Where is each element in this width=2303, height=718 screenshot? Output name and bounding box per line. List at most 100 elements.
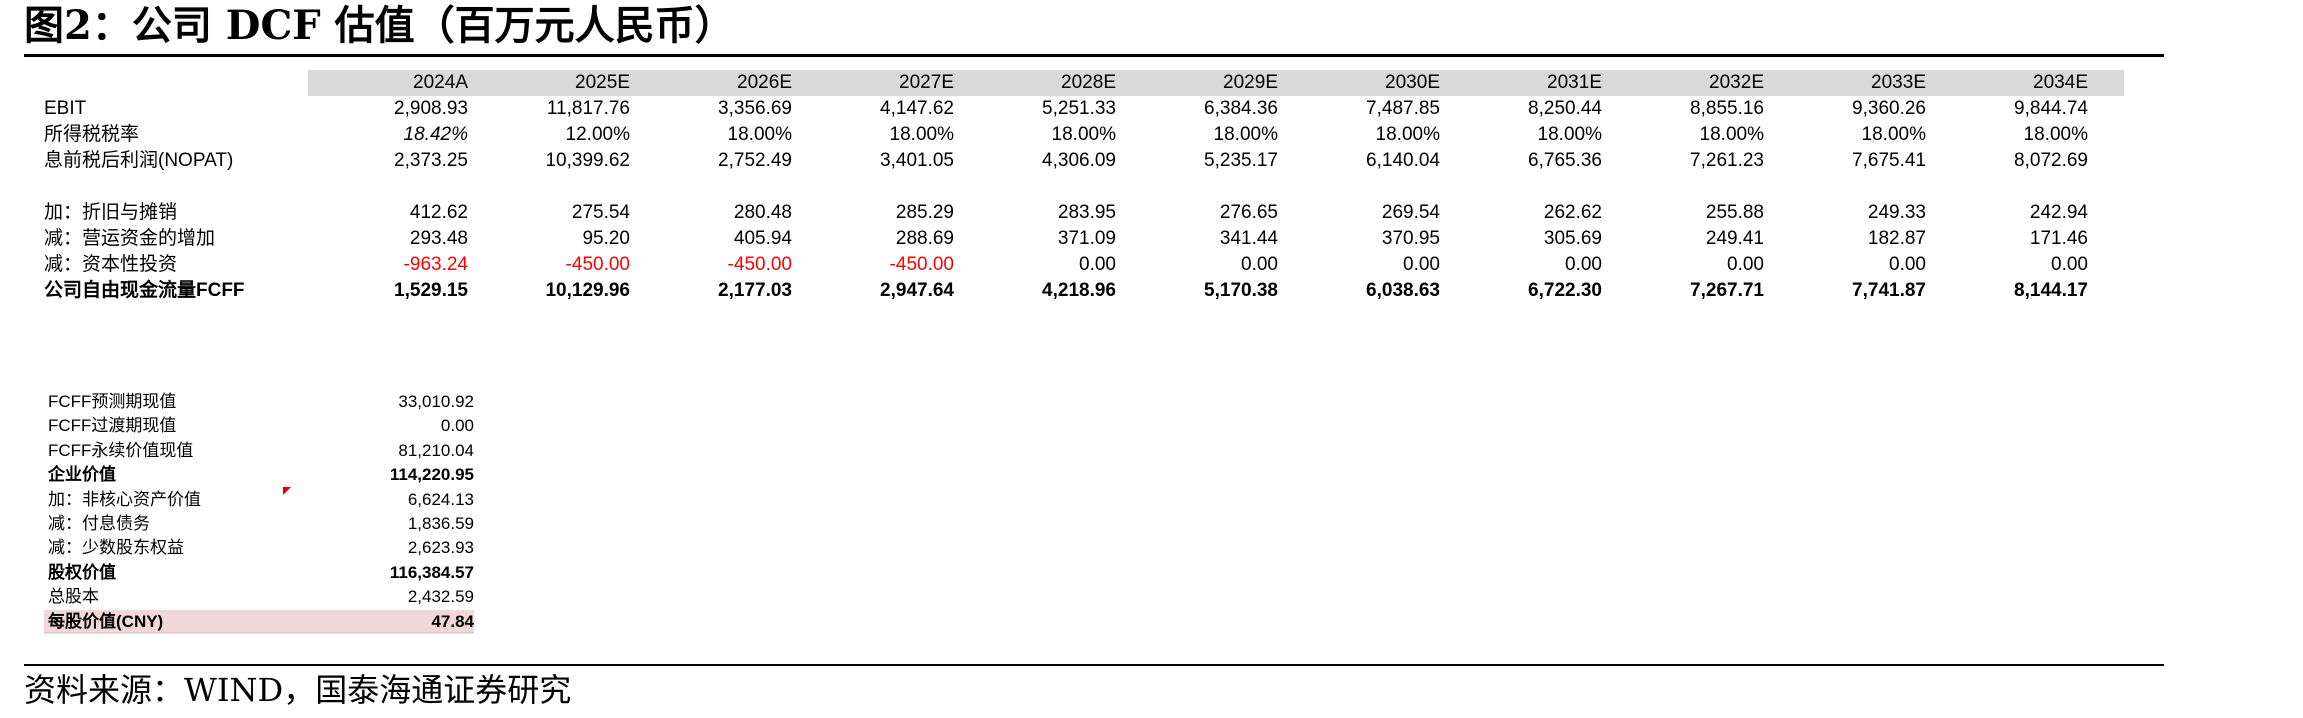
table-cell: 6,140.04: [1366, 150, 1440, 171]
table-cell: 9,360.26: [1852, 98, 1926, 119]
table-row-working-capital: 减：营运资金的增加 293.48 95.20 405.94 288.69 371…: [44, 226, 2124, 252]
table-cell: 1,529.15: [394, 280, 468, 301]
table-cell: 5,235.17: [1204, 150, 1278, 171]
top-rule: [24, 54, 2164, 57]
summary-label: 减：少数股东权益: [48, 538, 184, 558]
year-header: 2031E: [1547, 72, 1602, 93]
table-row-fcff: 公司自由现金流量FCFF 1,529.15 10,129.96 2,177.03…: [44, 278, 2124, 304]
table-cell: 6,722.30: [1528, 280, 1602, 301]
summary-value: 114,220.95: [389, 465, 474, 485]
summary-row: 减：少数股东权益 2,623.93: [44, 536, 474, 560]
row-label: 加：折旧与摊销: [44, 202, 178, 223]
table-cell: 293.48: [409, 228, 468, 249]
table-row-ebit: EBIT 2,908.93 11,817.76 3,356.69 4,147.6…: [44, 96, 2124, 122]
table-cell: 7,675.41: [1852, 150, 1926, 171]
table-cell: 18.00%: [1861, 124, 1926, 145]
table-cell: 412.62: [409, 202, 468, 223]
table-cell: 9,844.74: [2014, 98, 2088, 119]
valuation-summary: FCFF预测期现值 33,010.92 FCFF过渡期现值 0.00 FCFF永…: [44, 390, 474, 634]
summary-label: 每股价值(CNY): [48, 611, 164, 631]
table-cell: 249.33: [1867, 202, 1926, 223]
source-note: 资料来源：WIND，国泰海通证券研究: [24, 671, 572, 709]
year-header: 2034E: [2033, 72, 2088, 93]
table-cell: 0.00: [1241, 254, 1278, 275]
year-header: 2029E: [1223, 72, 1278, 93]
summary-value: 2,432.59: [407, 587, 474, 607]
table-cell: 0.00: [1889, 254, 1926, 275]
summary-row: FCFF过渡期现值 0.00: [44, 414, 474, 438]
summary-label: 减：付息债务: [48, 513, 150, 533]
year-header: 2028E: [1061, 72, 1116, 93]
table-cell: 18.42%: [403, 124, 468, 145]
summary-value: 0.00: [440, 416, 474, 436]
table-cell: 7,261.23: [1690, 150, 1764, 171]
year-header: 2025E: [575, 72, 630, 93]
summary-value: 6,624.13: [407, 489, 474, 509]
table-cell: 8,144.17: [2014, 280, 2088, 301]
table-cell: 285.29: [895, 202, 954, 223]
table-cell: 18.00%: [2023, 124, 2088, 145]
table-cell: 280.48: [733, 202, 792, 223]
table-cell: 4,218.96: [1042, 280, 1116, 301]
table-cell: 95.20: [582, 228, 630, 249]
summary-rule: [44, 632, 474, 633]
table-cell: 0.00: [1403, 254, 1440, 275]
table-cell: 341.44: [1219, 228, 1278, 249]
table-cell: 371.09: [1057, 228, 1116, 249]
table-cell: 18.00%: [727, 124, 792, 145]
summary-row: 总股本 2,432.59: [44, 585, 474, 609]
table-cell: 11,817.76: [546, 98, 630, 119]
year-header: 2032E: [1709, 72, 1764, 93]
table-cell: 7,741.87: [1852, 280, 1926, 301]
table-cell: 405.94: [733, 228, 792, 249]
table-cell: 275.54: [571, 202, 630, 223]
table-cell: 6,384.36: [1204, 98, 1278, 119]
table-cell: 283.95: [1057, 202, 1116, 223]
header-band: [308, 70, 2124, 96]
summary-row: FCFF永续价值现值 81,210.04: [44, 439, 474, 463]
table-cell: 171.46: [2029, 228, 2088, 249]
table-cell: 0.00: [1079, 254, 1116, 275]
summary-value: 81,210.04: [398, 440, 474, 460]
summary-value: 1,836.59: [407, 513, 474, 533]
table-cell: 12.00%: [565, 124, 630, 145]
table-cell-negative: -450.00: [565, 254, 630, 275]
table-cell-negative: -450.00: [727, 254, 792, 275]
table-cell: 2,947.64: [880, 280, 954, 301]
row-label: 减：营运资金的增加: [44, 228, 216, 249]
table-cell-negative: -963.24: [403, 254, 468, 275]
table-cell: 5,170.38: [1204, 280, 1278, 301]
table-cell: 18.00%: [1699, 124, 1764, 145]
table-cell: 3,401.05: [880, 150, 954, 171]
table-cell: 18.00%: [1375, 124, 1440, 145]
table-cell: 7,487.85: [1366, 98, 1440, 119]
table-cell: 7,267.71: [1690, 280, 1764, 301]
table-cell: 18.00%: [1213, 124, 1278, 145]
table-cell: 288.69: [895, 228, 954, 249]
table-cell: 2,177.03: [718, 280, 792, 301]
table-cell: 2,373.25: [394, 150, 468, 171]
summary-label: FCFF预测期现值: [48, 392, 177, 411]
summary-row-per-share-value: 每股价值(CNY) 47.84: [44, 609, 474, 634]
row-label: 息前税后利润(NOPAT): [44, 150, 234, 171]
table-cell: 8,855.16: [1690, 98, 1764, 119]
row-label: 所得税税率: [44, 124, 140, 145]
row-label: 减：资本性投资: [44, 254, 178, 275]
table-cell: 18.00%: [1051, 124, 1116, 145]
table-cell: 4,147.62: [880, 98, 954, 119]
table-cell: 305.69: [1543, 228, 1602, 249]
table-cell: 242.94: [2029, 202, 2088, 223]
table-cell: 2,908.93: [394, 98, 468, 119]
table-cell: 18.00%: [889, 124, 954, 145]
year-header: 2024A: [413, 72, 468, 93]
table-cell: 0.00: [2051, 254, 2088, 275]
table-cell: 2,752.49: [718, 150, 792, 171]
table-cell: 6,765.36: [1528, 150, 1602, 171]
summary-value: 33,010.92: [398, 392, 474, 411]
table-cell: 4,306.09: [1042, 150, 1116, 171]
cell-comment-indicator: [283, 487, 291, 495]
table-cell: 6,038.63: [1366, 280, 1440, 301]
dcf-table: 2024A 2025E 2026E 2027E 2028E 2029E 2030…: [44, 70, 2124, 304]
table-cell: 8,072.69: [2014, 150, 2088, 171]
row-spacer: [44, 174, 2124, 200]
